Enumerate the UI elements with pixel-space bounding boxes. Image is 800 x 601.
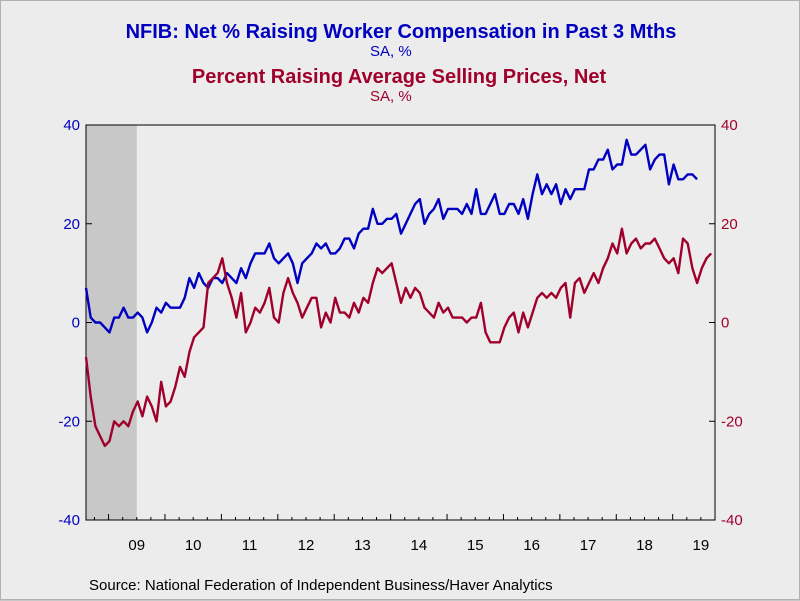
- y-right-tick-label: 40: [721, 117, 738, 134]
- source-note: Source: National Federation of Independe…: [89, 577, 553, 594]
- plot-area: [86, 125, 715, 520]
- x-tick-label: 18: [636, 537, 653, 554]
- chart-subtitle-2: SA, %: [370, 88, 412, 105]
- y-left-tick-label: 0: [72, 315, 80, 332]
- series-line-compensation: [84, 138, 698, 334]
- y-right-tick-label: 20: [721, 216, 738, 233]
- y-right-tick-label: -40: [721, 512, 743, 529]
- x-tick-label: 16: [523, 537, 540, 554]
- y-left-tick-label: -20: [58, 413, 80, 430]
- y-left-tick-label: -40: [58, 512, 80, 529]
- x-tick-label: 10: [185, 537, 202, 554]
- chart-subtitle-1: SA, %: [370, 43, 412, 60]
- x-tick-label: 09: [128, 537, 145, 554]
- y-left-tick-label: 20: [63, 216, 80, 233]
- x-tick-label: 17: [580, 537, 597, 554]
- y-right-tick-label: 0: [721, 315, 729, 332]
- x-tick-label: 15: [467, 537, 484, 554]
- x-tick-label: 13: [354, 537, 371, 554]
- x-tick-label: 19: [693, 537, 710, 554]
- series-line-selling-prices: [84, 227, 713, 448]
- x-tick-label: 12: [298, 537, 315, 554]
- chart-title-1: NFIB: Net % Raising Worker Compensation …: [125, 21, 677, 43]
- y-left-tick-label: 40: [63, 117, 80, 134]
- chart-title-2: Percent Raising Average Selling Prices, …: [191, 66, 607, 88]
- x-tick-label: 11: [242, 537, 258, 554]
- x-tick-label: 14: [410, 537, 427, 554]
- y-right-tick-label: -20: [721, 413, 743, 430]
